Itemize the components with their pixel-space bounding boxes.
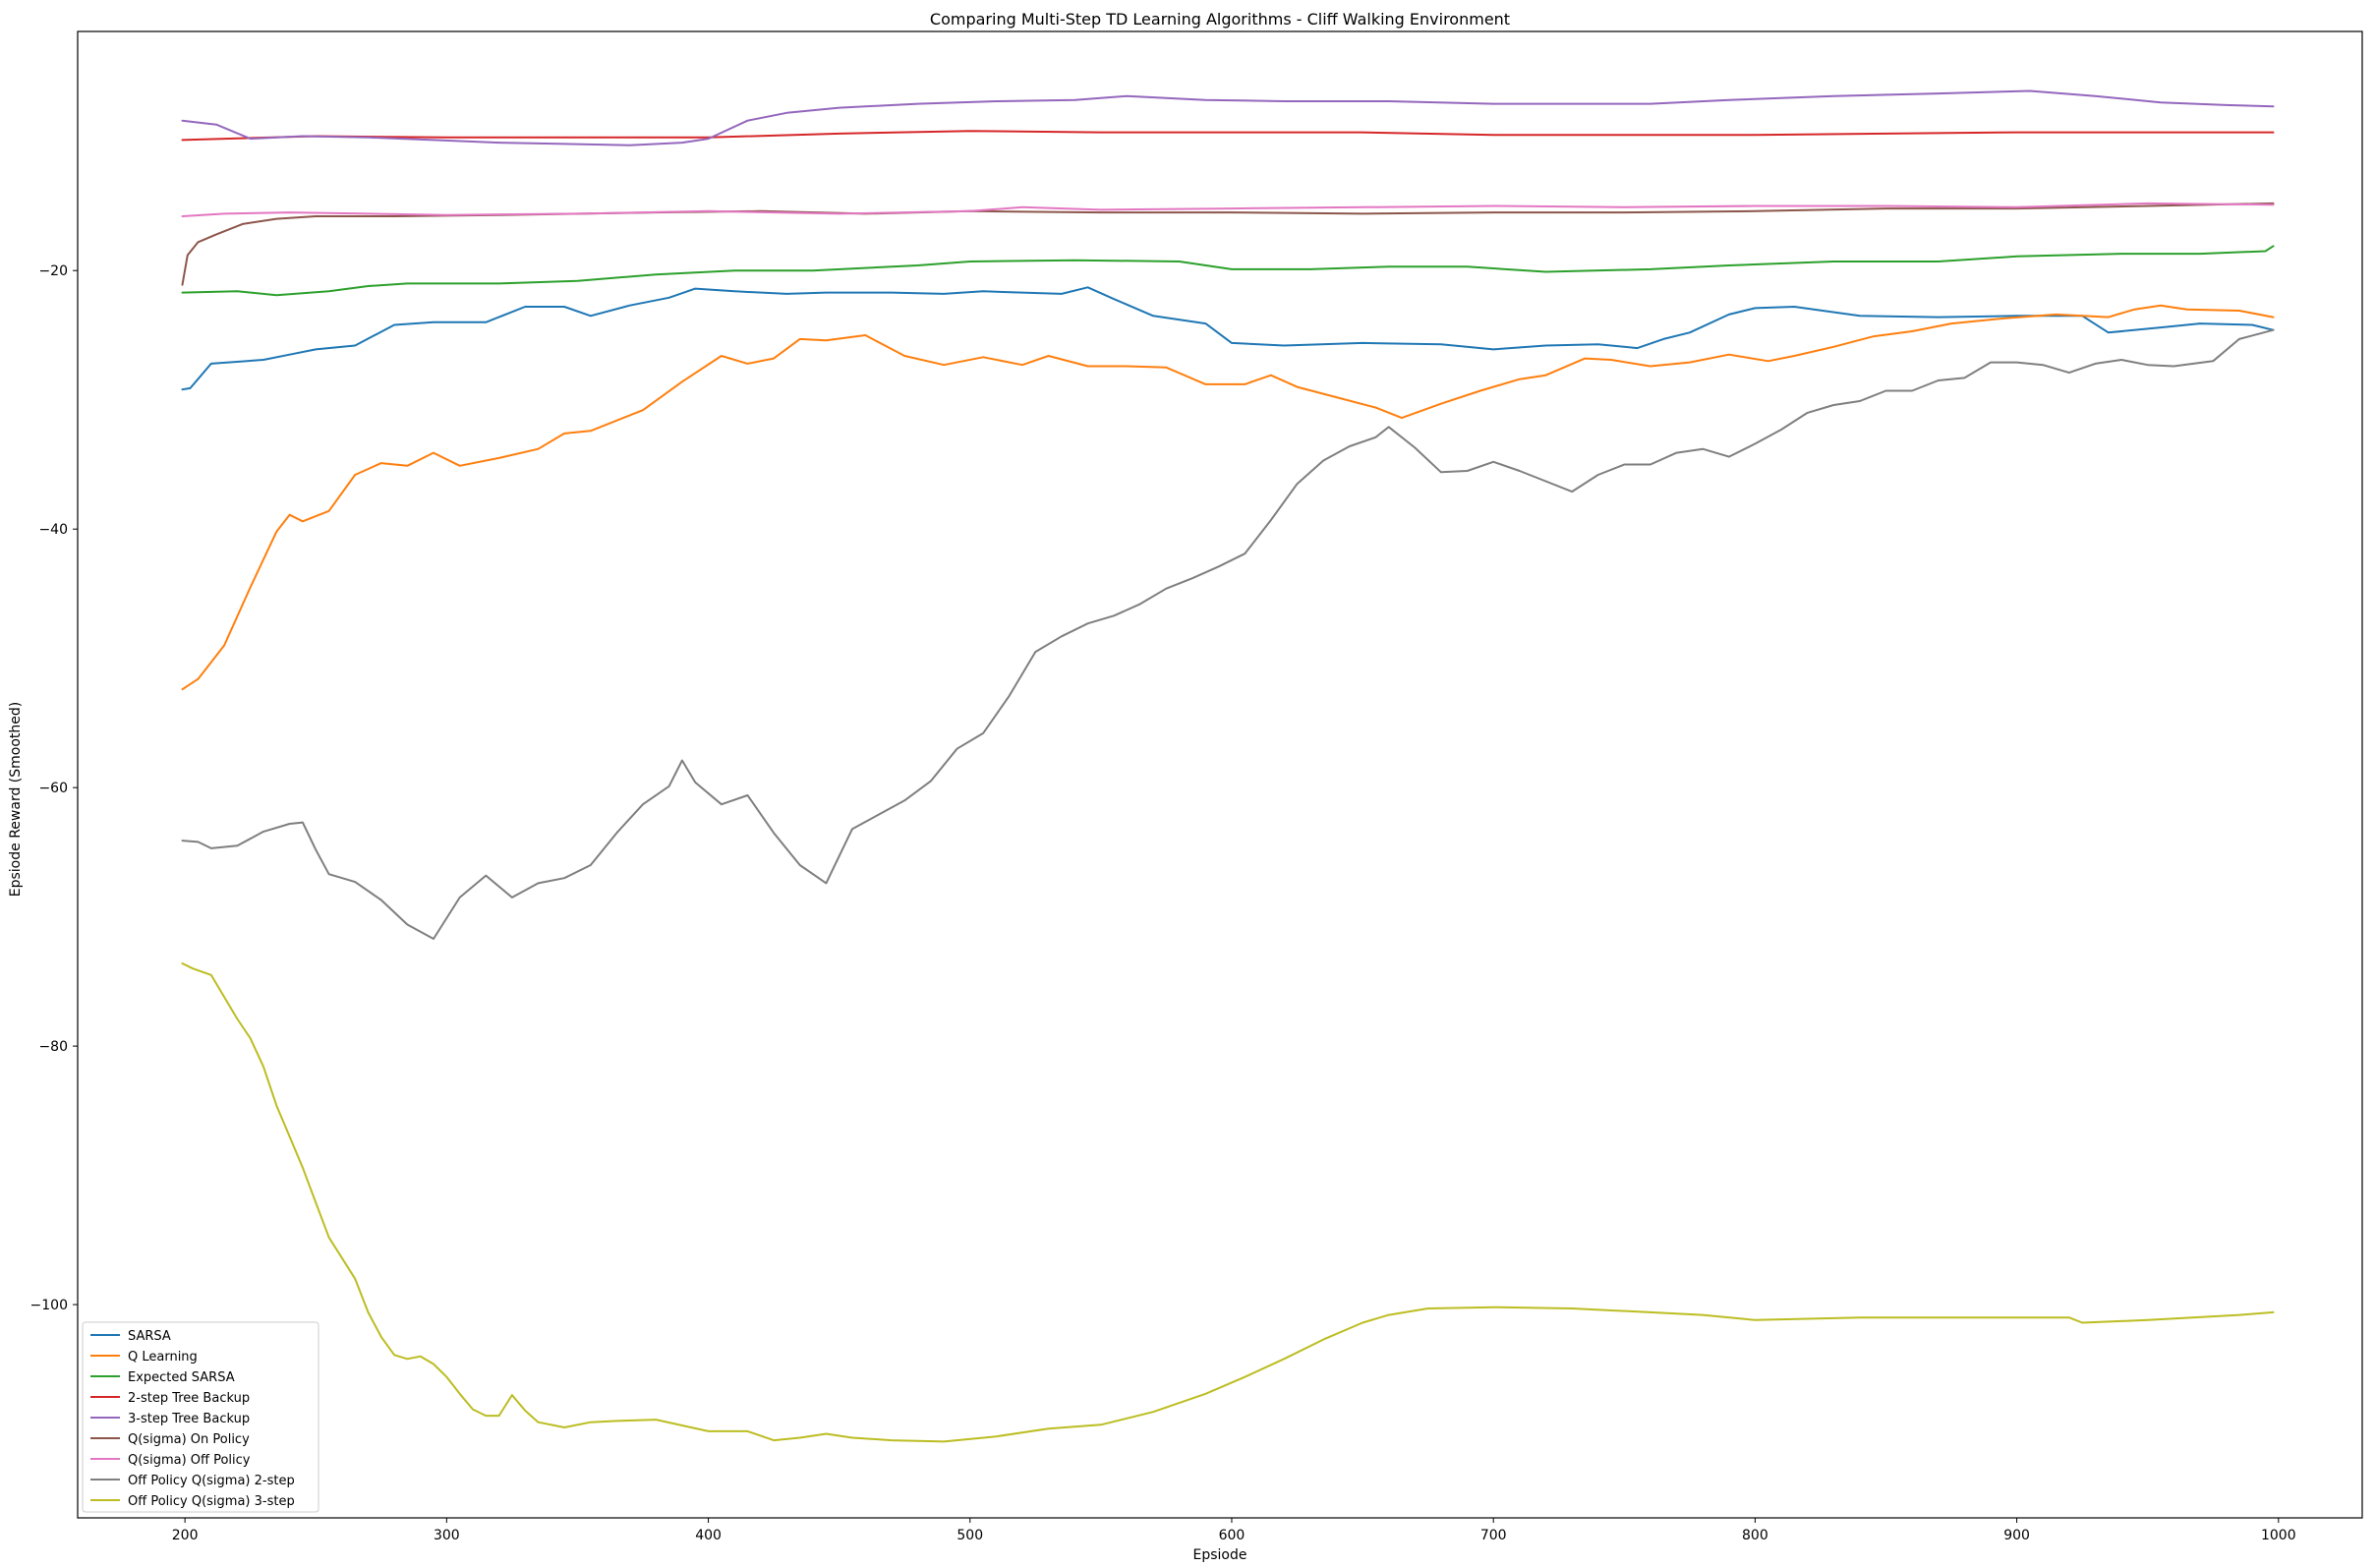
x-tick-label: 700 <box>1480 1528 1507 1543</box>
legend-label: Q(sigma) On Policy <box>128 1432 250 1447</box>
legend-label: 2-step Tree Backup <box>128 1391 250 1406</box>
series-line-1 <box>181 286 2275 391</box>
x-tick-label: 900 <box>2003 1528 2030 1543</box>
x-tick-label: 1000 <box>2261 1528 2296 1543</box>
x-tick-label: 400 <box>695 1528 722 1543</box>
y-axis-ticks: −20 −40 −60 −80 −100 <box>30 263 78 1313</box>
y-tick-label: −60 <box>38 781 68 796</box>
legend-entries: SARSA Q Learning Expected SARSA 2-step Tree… <box>90 1329 295 1509</box>
series-line-8 <box>181 328 2275 940</box>
legend-label: Q Learning <box>128 1350 198 1365</box>
series-line-9 <box>181 962 2275 1443</box>
x-tick-label: 200 <box>172 1528 199 1543</box>
legend-label: Expected SARSA <box>128 1370 235 1385</box>
legend-label: 3-step Tree Backup <box>128 1412 250 1426</box>
legend-label: Off Policy Q(sigma) 2-step <box>128 1474 295 1488</box>
x-axis-label: Epsiode <box>1193 1547 1247 1563</box>
legend-label: Off Policy Q(sigma) 3-step <box>128 1494 295 1509</box>
x-tick-label: 800 <box>1742 1528 1768 1543</box>
legend: SARSA Q Learning Expected SARSA 2-step Tree… <box>82 1321 319 1513</box>
series-line-2 <box>181 304 2275 691</box>
series-lines <box>181 89 2275 1443</box>
series-line-3 <box>181 245 2275 297</box>
chart-title: Comparing Multi-Step TD Learning Algorit… <box>930 10 1510 29</box>
plot-area-frame <box>77 30 2363 1519</box>
y-tick-label: −20 <box>38 263 68 279</box>
y-axis-label: Epsiode Reward (Smoothed) <box>8 702 24 897</box>
legend-label: Q(sigma) Off Policy <box>128 1453 251 1468</box>
legend-box <box>82 1321 319 1513</box>
y-tick-label: −40 <box>38 522 68 538</box>
series-line-4 <box>181 130 2275 142</box>
x-tick-label: 600 <box>1219 1528 1245 1543</box>
series-line-7 <box>181 202 2275 217</box>
series-line-5 <box>181 89 2275 146</box>
x-axis-ticks: 200 300 400 500 600 700 800 900 1000 <box>172 1518 2296 1543</box>
legend-label: SARSA <box>128 1329 171 1344</box>
x-tick-label: 300 <box>434 1528 460 1543</box>
y-tick-label: −80 <box>38 1039 68 1055</box>
y-tick-label: −100 <box>30 1298 68 1313</box>
x-tick-label: 500 <box>956 1528 983 1543</box>
